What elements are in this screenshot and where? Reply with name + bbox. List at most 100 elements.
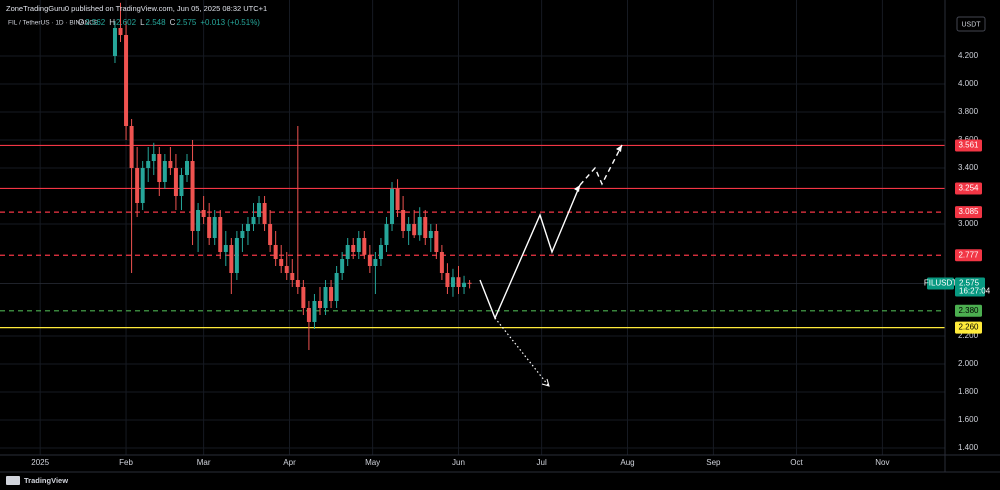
candle-body bbox=[284, 266, 289, 273]
level-label-box bbox=[955, 139, 982, 152]
arrow-head bbox=[574, 185, 580, 192]
candle-body bbox=[212, 217, 217, 238]
candle-body bbox=[268, 224, 273, 245]
level-label-box bbox=[955, 206, 982, 219]
candle-body bbox=[434, 231, 439, 252]
candle-body bbox=[462, 282, 467, 287]
level-label-box bbox=[955, 304, 982, 317]
candle-body bbox=[312, 301, 317, 322]
x-tick-label: Feb bbox=[119, 458, 133, 467]
projection-path bbox=[479, 184, 581, 320]
publisher: ZoneTradingGuru0 published on TradingVie… bbox=[6, 4, 267, 13]
y-tick-label: 4.200 bbox=[958, 51, 979, 60]
candle-body bbox=[306, 308, 311, 322]
level-label-box bbox=[955, 249, 982, 262]
last-price-box bbox=[955, 277, 985, 297]
x-tick-label: Apr bbox=[283, 458, 296, 467]
y-tick-label: 3.400 bbox=[958, 163, 979, 172]
y-tick-label: 3.000 bbox=[958, 219, 979, 228]
ohlc-value: 2.575 bbox=[176, 18, 197, 27]
candle-body bbox=[257, 203, 262, 217]
candle-body bbox=[290, 273, 295, 280]
candle-body bbox=[329, 287, 334, 301]
candle-body bbox=[356, 238, 361, 252]
candle-body bbox=[135, 168, 140, 203]
ohlc-change: +0.013 (+0.51%) bbox=[200, 18, 260, 27]
ohlc-key: H bbox=[109, 18, 115, 27]
candle-body bbox=[378, 245, 383, 259]
candle-body bbox=[129, 126, 134, 168]
level-label: 3.085 bbox=[958, 207, 979, 216]
last-price-name: FILUSDT bbox=[924, 279, 957, 288]
x-tick-label: Jul bbox=[537, 458, 547, 467]
candle-body bbox=[234, 238, 239, 273]
candle-body bbox=[450, 277, 455, 287]
x-tick-label: Nov bbox=[875, 458, 889, 467]
x-tick-label: Oct bbox=[790, 458, 803, 467]
arrow-head bbox=[541, 378, 550, 387]
candle-body bbox=[317, 301, 322, 308]
y-tick-label: 1.600 bbox=[958, 415, 979, 424]
level-label-box bbox=[955, 182, 982, 195]
level-label: 2.777 bbox=[958, 250, 979, 259]
ohlc-value: 2.548 bbox=[146, 18, 167, 27]
candle-body bbox=[201, 210, 206, 217]
y-tick-label: 4.000 bbox=[958, 79, 979, 88]
ohlc-key: L bbox=[140, 18, 145, 27]
candle-body bbox=[439, 252, 444, 273]
brand: TradingView bbox=[24, 476, 68, 485]
candle-body bbox=[112, 28, 117, 56]
candle-body bbox=[140, 168, 145, 203]
candle-body bbox=[362, 238, 367, 255]
candle-body bbox=[218, 217, 223, 252]
currency: USDT bbox=[961, 21, 981, 28]
candle-body bbox=[345, 245, 350, 259]
candle-body bbox=[168, 161, 173, 168]
candle-body bbox=[295, 280, 300, 287]
candle-body bbox=[157, 154, 162, 182]
y-tick-label: 2.000 bbox=[958, 359, 979, 368]
candle-body bbox=[373, 259, 378, 266]
x-tick-label: Sep bbox=[706, 458, 721, 467]
candle-body bbox=[124, 35, 129, 126]
level-label: 3.561 bbox=[958, 141, 979, 150]
candle-body bbox=[351, 245, 356, 252]
projection-dashed bbox=[579, 144, 623, 186]
x-tick-label: Aug bbox=[620, 458, 634, 467]
x-tick-label: 2025 bbox=[31, 458, 49, 467]
candle-body bbox=[262, 203, 267, 224]
candle-body bbox=[245, 224, 250, 231]
arrow-head bbox=[616, 145, 622, 152]
y-tick-label: 1.400 bbox=[958, 443, 979, 452]
ohlc-value: 2.602 bbox=[116, 18, 137, 27]
candle-body bbox=[207, 217, 212, 238]
candle-body bbox=[223, 245, 228, 252]
candle-body bbox=[456, 277, 461, 287]
candle-body bbox=[251, 217, 256, 224]
candle-body bbox=[323, 287, 328, 308]
candle-body bbox=[179, 175, 184, 196]
candle-body bbox=[384, 224, 389, 245]
candle-body bbox=[279, 259, 284, 266]
y-tick-label: 2.200 bbox=[958, 331, 979, 340]
x-tick-label: May bbox=[365, 458, 380, 467]
ohlc-legend: O 2.562 H 2.602 L 2.548 C 2.575 +0.013 (+0.51%) bbox=[78, 18, 260, 27]
candle-body bbox=[151, 154, 156, 161]
candle-body bbox=[412, 224, 417, 236]
candle-body bbox=[118, 28, 123, 35]
ohlc-key: O bbox=[78, 18, 84, 27]
levels bbox=[0, 144, 945, 329]
candle-body bbox=[190, 161, 195, 231]
currency-box bbox=[956, 16, 986, 32]
ohlc-value: 2.562 bbox=[85, 18, 106, 27]
candle-body bbox=[428, 231, 433, 238]
candle-body bbox=[146, 161, 151, 168]
brand-logo bbox=[6, 476, 20, 485]
candle-body bbox=[240, 231, 245, 238]
candle-body bbox=[196, 210, 201, 231]
candle-body bbox=[395, 189, 400, 210]
candle-body bbox=[229, 245, 234, 273]
candle-body bbox=[301, 287, 306, 308]
candles bbox=[112, 2, 472, 350]
